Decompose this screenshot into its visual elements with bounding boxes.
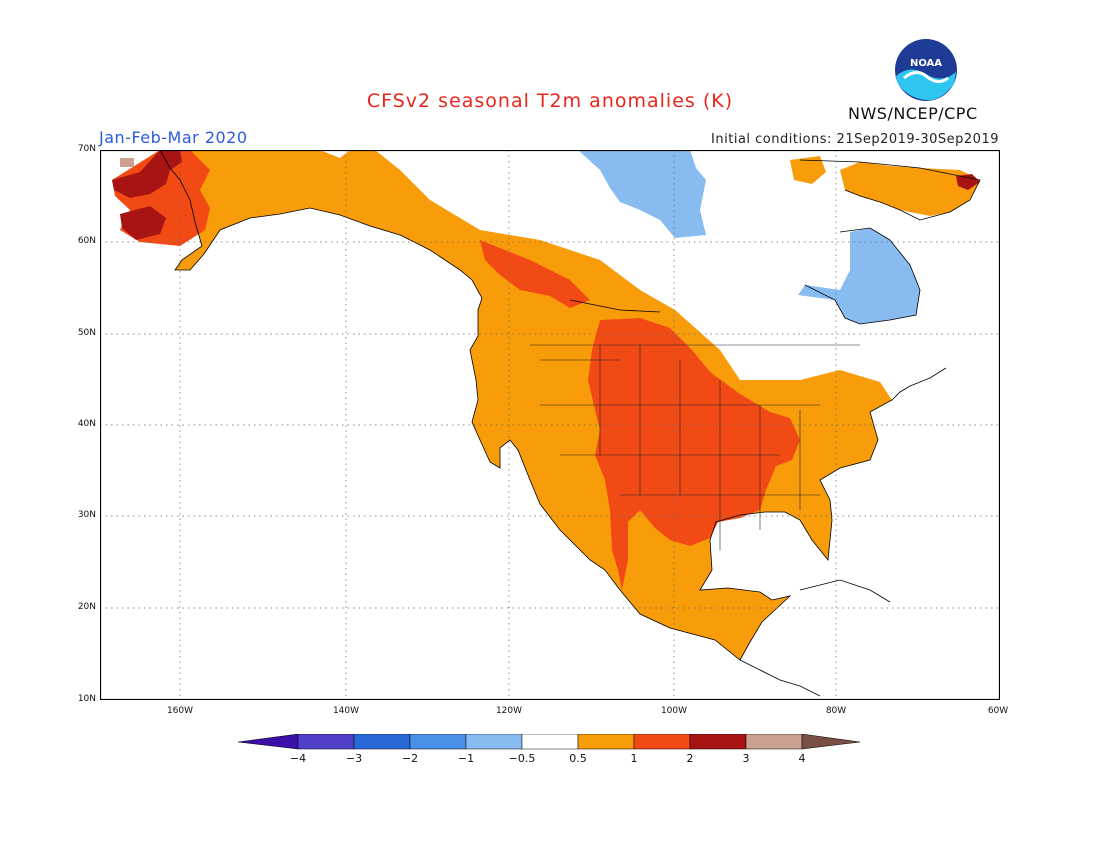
noaa-logo-icon: NOAA — [895, 39, 957, 101]
anomaly-region-orange-greenland — [840, 162, 980, 216]
colorbar-label: −4 — [289, 752, 307, 765]
lat-label: 70N — [77, 144, 96, 154]
colorbar-segment — [521, 734, 579, 750]
anomaly-region-orange-baffin — [790, 156, 826, 184]
colorbar — [238, 734, 861, 750]
anomaly-region-red-canada — [480, 240, 590, 308]
anomaly-region-darkred-alaska — [112, 150, 182, 198]
colorbar-segment — [689, 734, 747, 750]
colorbar-label: −3 — [345, 752, 363, 765]
colorbar-segment — [353, 734, 411, 750]
lon-label: 120W — [495, 706, 523, 716]
colorbar-label: 2 — [686, 752, 694, 765]
anomaly-region-red-central — [588, 318, 800, 590]
anomaly-region-darkred-greenland — [956, 174, 980, 190]
lat-label: 40N — [77, 419, 96, 429]
colorbar-segment — [745, 734, 803, 750]
lat-label: 30N — [77, 510, 96, 520]
lon-label: 80W — [825, 706, 847, 716]
lon-label: 140W — [332, 706, 360, 716]
lat-label: 50N — [77, 328, 96, 338]
lon-label: 160W — [166, 706, 194, 716]
colorbar-segment — [577, 734, 635, 750]
colorbar-segment — [297, 734, 355, 750]
colorbar-segment — [801, 734, 861, 750]
colorbar-label: −2 — [401, 752, 419, 765]
season-label: Jan-Feb-Mar 2020 — [99, 128, 248, 147]
colorbar-label: 4 — [798, 752, 806, 765]
lon-label: 60W — [987, 706, 1009, 716]
map-title: CFSv2 seasonal T2m anomalies (K) — [366, 90, 734, 112]
lat-label: 10N — [77, 694, 96, 704]
colorbar-segment — [465, 734, 523, 750]
colorbar-label: −1 — [457, 752, 475, 765]
lat-label: 60N — [77, 236, 96, 246]
coastlines — [159, 150, 981, 697]
colorbar-label: 3 — [742, 752, 750, 765]
colorbar-segment — [238, 734, 299, 750]
colorbar-label: 1 — [630, 752, 638, 765]
state-borders — [530, 344, 860, 550]
graticule — [100, 150, 1000, 700]
map-panel — [100, 150, 1000, 700]
lat-label: 20N — [77, 602, 96, 612]
initial-conditions-label: Initial conditions: 21Sep2019-30Sep2019 — [711, 132, 999, 147]
anomaly-region-negative-hudson — [798, 228, 920, 324]
anomaly-region-darkred-alaska-2 — [120, 206, 166, 240]
colorbar-segment — [409, 734, 467, 750]
colorbar-label: −0.5 — [508, 752, 536, 765]
logo-text: NOAA — [910, 58, 942, 69]
organization-label: NWS/NCEP/CPC — [848, 104, 978, 123]
colorbar-label: 0.5 — [569, 752, 587, 765]
anomaly-region-tan-alaska — [120, 158, 134, 167]
colorbar-segment — [633, 734, 691, 750]
lon-label: 100W — [660, 706, 688, 716]
